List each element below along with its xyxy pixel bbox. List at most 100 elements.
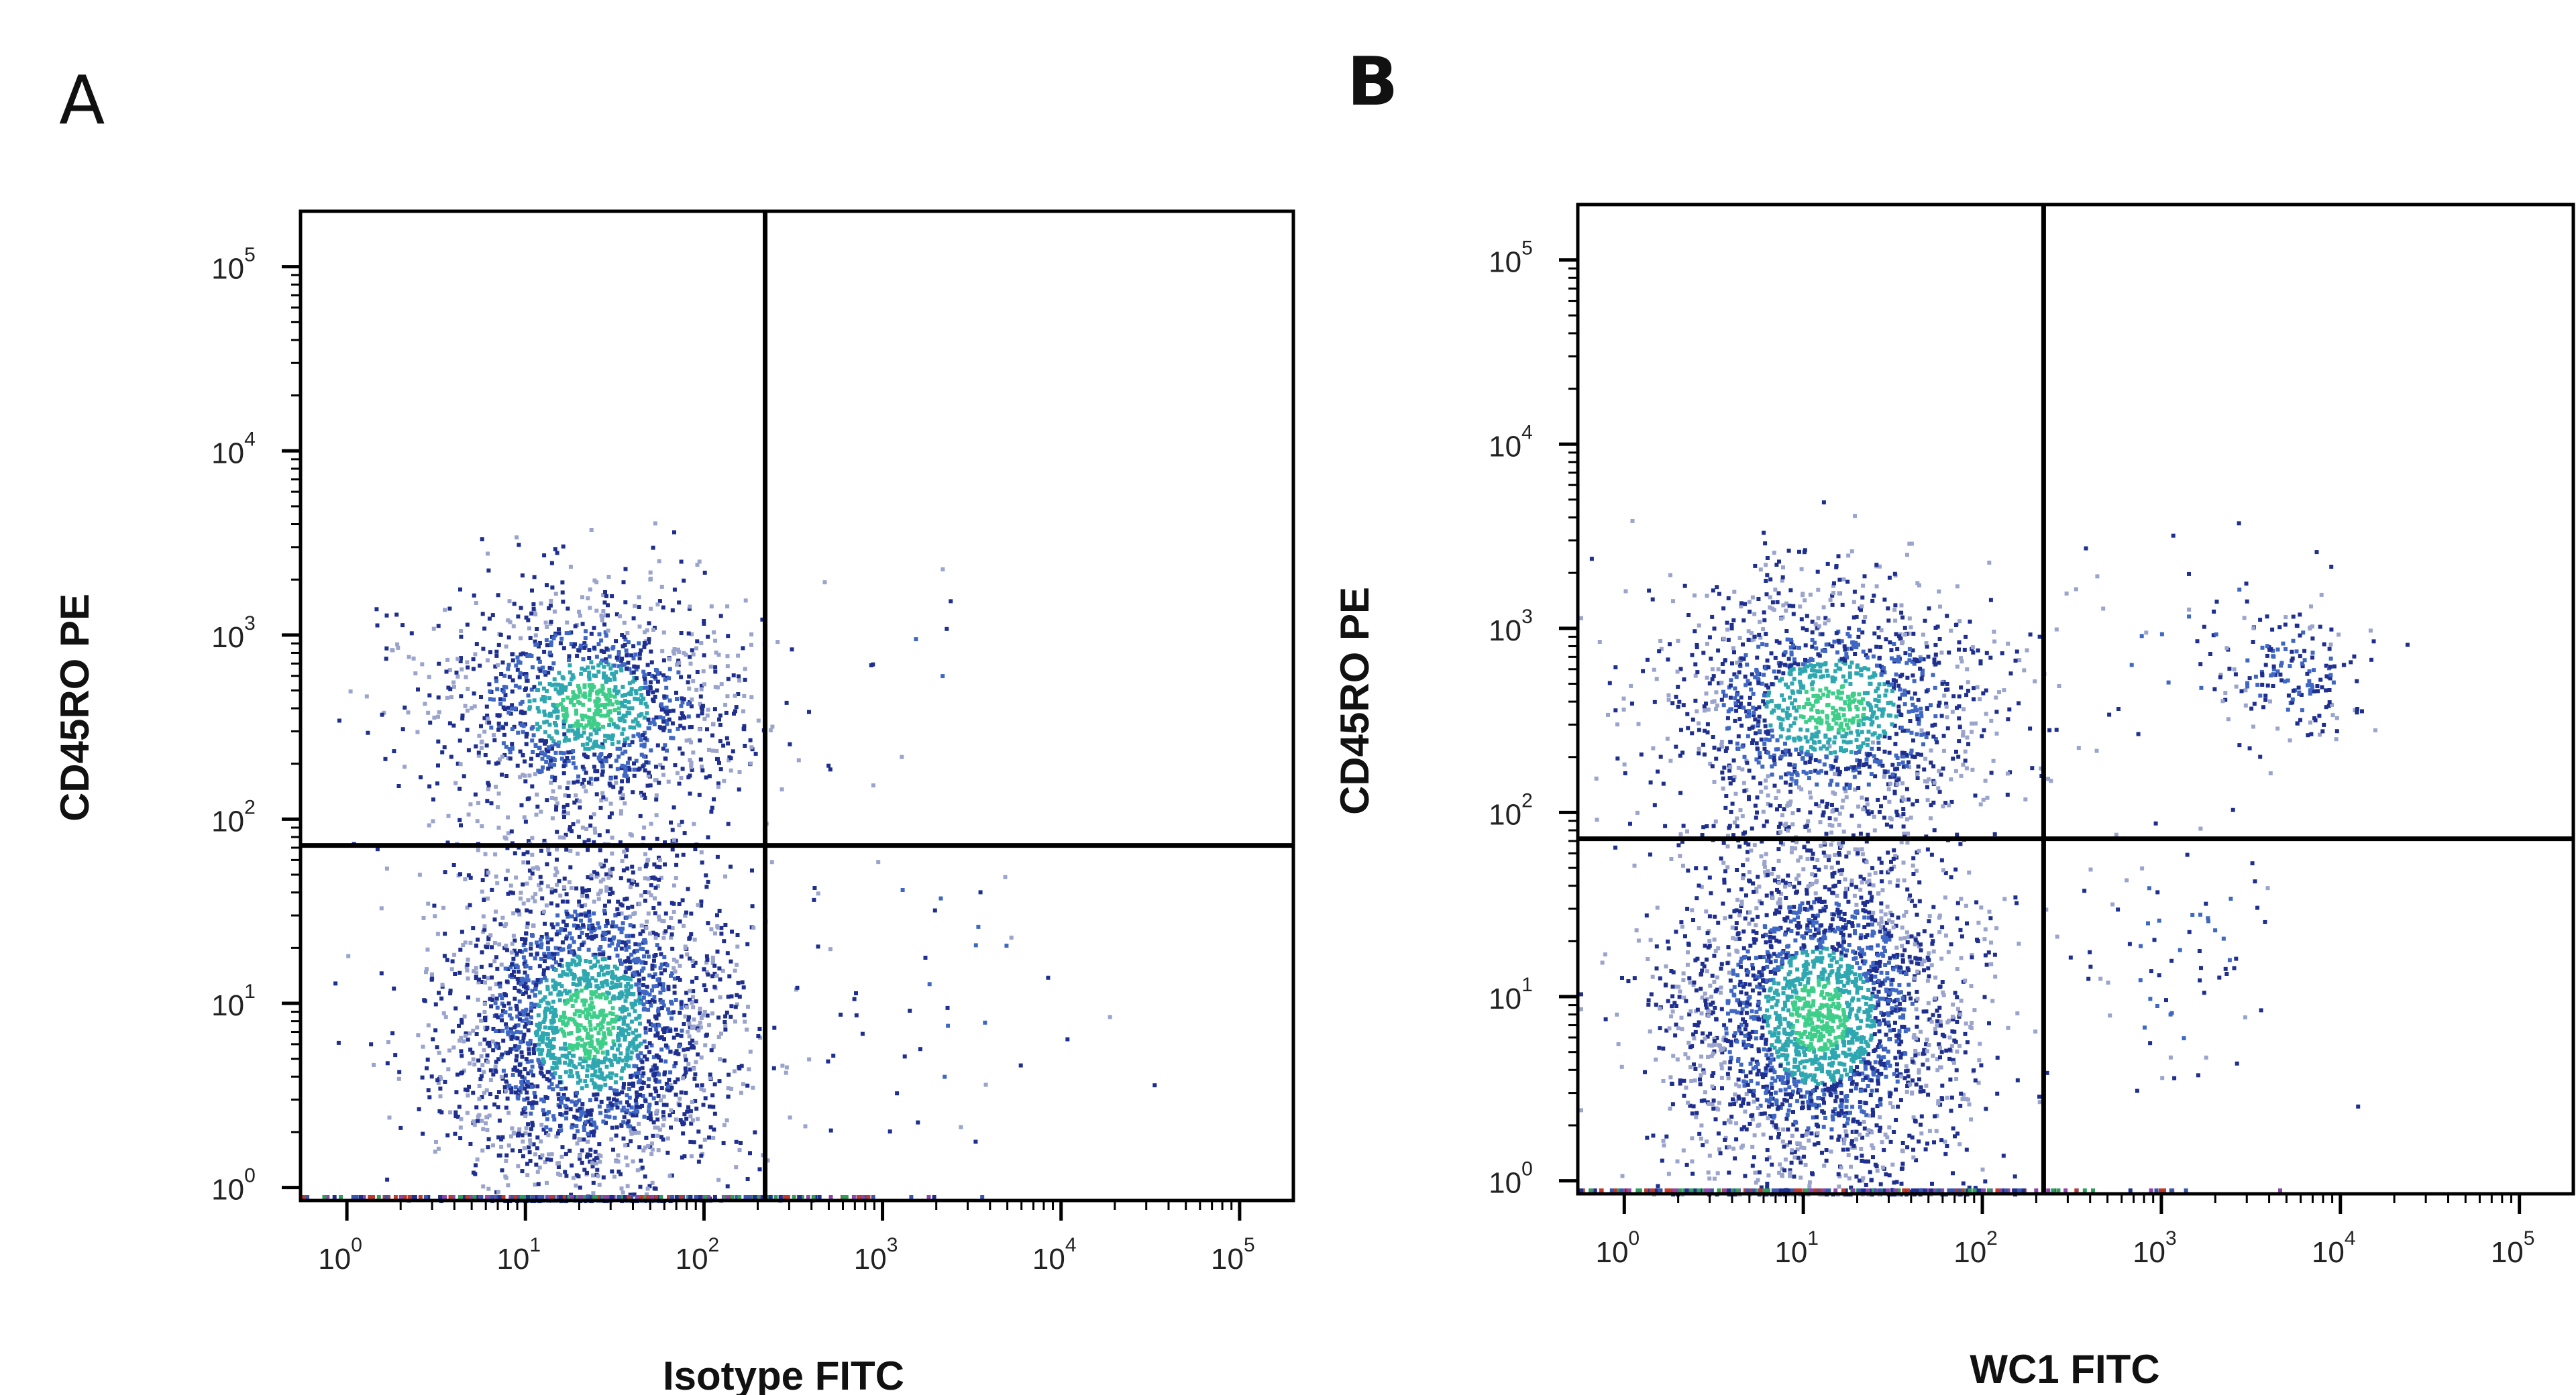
panel-a-event-point bbox=[582, 752, 586, 757]
panel-a-event-point bbox=[479, 1074, 484, 1078]
panel-a-event-point bbox=[552, 677, 557, 681]
panel-a-event-point bbox=[565, 756, 570, 760]
panel-a-event-point bbox=[545, 1180, 549, 1185]
panel-a-event-point bbox=[812, 897, 816, 902]
panel-a-event-point bbox=[629, 1131, 634, 1136]
panel-a-event-point bbox=[1065, 1037, 1070, 1042]
panel-a-event-point bbox=[742, 724, 747, 728]
panel-a-event-point bbox=[600, 618, 604, 622]
panel-a-event-point bbox=[737, 1066, 742, 1071]
panel-a-event-point bbox=[533, 1182, 537, 1187]
panel-a-event-point bbox=[600, 703, 604, 708]
panel-b-event-point bbox=[1838, 1018, 1843, 1023]
panel-a-event-point bbox=[542, 968, 546, 972]
panel-a-event-point bbox=[543, 1009, 547, 1014]
panel-a-event-point bbox=[659, 708, 664, 712]
panel-a-event-point bbox=[871, 662, 875, 667]
panel-b-event-point bbox=[1763, 864, 1767, 869]
panel-a-event-point bbox=[400, 727, 405, 732]
panel-a-event-point bbox=[402, 706, 407, 710]
panel-a-event-point bbox=[706, 972, 710, 977]
panel-a-event-point bbox=[458, 587, 462, 592]
panel-a-event-point bbox=[661, 728, 666, 732]
panel-a-event-point bbox=[600, 686, 605, 691]
panel-a-event-point bbox=[650, 1148, 655, 1152]
panel-a-event-point bbox=[529, 1021, 533, 1025]
panel-a-event-point bbox=[629, 1055, 633, 1060]
panel-a-event-point bbox=[587, 913, 592, 917]
panel-a-event-point bbox=[576, 694, 581, 699]
panel-a-event-point bbox=[606, 713, 610, 718]
panel-a-event-point bbox=[613, 1103, 618, 1107]
panel-a-event-point bbox=[555, 870, 559, 875]
panel-a-event-point bbox=[623, 699, 627, 704]
panel-a-event-point bbox=[451, 1195, 455, 1199]
panel-a-event-point bbox=[562, 1031, 567, 1036]
panel-a-event-point bbox=[567, 1031, 571, 1036]
panel-a-event-point bbox=[647, 1077, 651, 1082]
panel-a-event-point bbox=[479, 746, 484, 750]
panel-a-event-point bbox=[598, 1084, 603, 1089]
panel-a-event-point bbox=[529, 942, 533, 946]
panel-a-event-point bbox=[560, 1054, 565, 1058]
panel-a-event-point bbox=[497, 714, 501, 718]
panel-a-event-point bbox=[667, 1078, 672, 1082]
panel-a-event-point bbox=[631, 734, 636, 738]
panel-a-event-point bbox=[553, 873, 557, 878]
panel-b-event-point bbox=[1796, 1050, 1801, 1054]
panel-a-event-point bbox=[613, 1057, 618, 1062]
panel-a-event-point bbox=[816, 891, 820, 896]
panel-a-event-point bbox=[620, 1027, 625, 1031]
panel-a-event-point bbox=[468, 1141, 473, 1146]
panel-a-event-point bbox=[652, 722, 657, 726]
panel-a-event-point bbox=[614, 612, 619, 616]
panel-b-event-point bbox=[1728, 1018, 1733, 1023]
panel-a-event-point bbox=[705, 958, 710, 962]
panel-a-event-point bbox=[627, 1103, 631, 1108]
panel-a-event-point bbox=[590, 1164, 595, 1169]
panel-a-event-point bbox=[709, 604, 714, 609]
panel-a-event-point bbox=[722, 1195, 727, 1199]
panel-a-event-point bbox=[577, 934, 582, 939]
panel-a-event-point bbox=[803, 1124, 808, 1129]
panel-a-event-point bbox=[683, 1014, 688, 1019]
panel-a-event-point bbox=[733, 693, 737, 698]
panel-a-event-point bbox=[778, 1195, 783, 1199]
panel-a-event-point bbox=[501, 705, 506, 710]
panel-a-event-point bbox=[546, 848, 551, 852]
panel-a-event-point bbox=[721, 743, 726, 748]
panel-a-event-point bbox=[481, 1184, 486, 1189]
panel-a-event-point bbox=[582, 1195, 586, 1199]
panel-a-event-point bbox=[665, 1150, 670, 1155]
panel-a-event-point bbox=[574, 1093, 578, 1098]
panel-a-event-point bbox=[631, 912, 636, 916]
panel-a-event-point bbox=[596, 1084, 600, 1089]
panel-a-event-point bbox=[508, 1134, 513, 1139]
panel-a-event-point bbox=[541, 1099, 546, 1104]
panel-a-event-point bbox=[436, 739, 441, 744]
panel-a-event-point bbox=[635, 1090, 639, 1095]
panel-a-event-point bbox=[547, 734, 551, 738]
panel-a-event-point bbox=[682, 1112, 687, 1117]
panel-a-event-point bbox=[588, 716, 593, 720]
panel-a-event-point bbox=[510, 975, 515, 980]
panel-a-event-point bbox=[520, 700, 525, 704]
panel-a-event-point bbox=[589, 1042, 594, 1046]
panel-a-event-point bbox=[749, 745, 754, 750]
panel-a-event-point bbox=[784, 700, 789, 705]
panel-a-event-point bbox=[684, 1070, 688, 1075]
panel-a-event-point bbox=[637, 605, 641, 609]
panel-a-event-point bbox=[707, 747, 711, 752]
panel-a-event-point bbox=[713, 638, 718, 643]
panel-a-event-point bbox=[633, 652, 638, 657]
panel-b-event-point bbox=[1803, 1004, 1807, 1009]
panel-a-event-point bbox=[479, 724, 483, 728]
panel-a-event-point bbox=[734, 1139, 739, 1144]
panel-b-event-point bbox=[1888, 1028, 1892, 1033]
panel-a-event-point bbox=[615, 953, 620, 958]
panel-a-event-point bbox=[459, 1049, 464, 1054]
panel-a-event-point bbox=[678, 1118, 683, 1123]
panel-a-event-point bbox=[568, 1070, 573, 1074]
panel-a-event-point bbox=[672, 805, 676, 810]
panel-a-event-point bbox=[604, 797, 608, 801]
